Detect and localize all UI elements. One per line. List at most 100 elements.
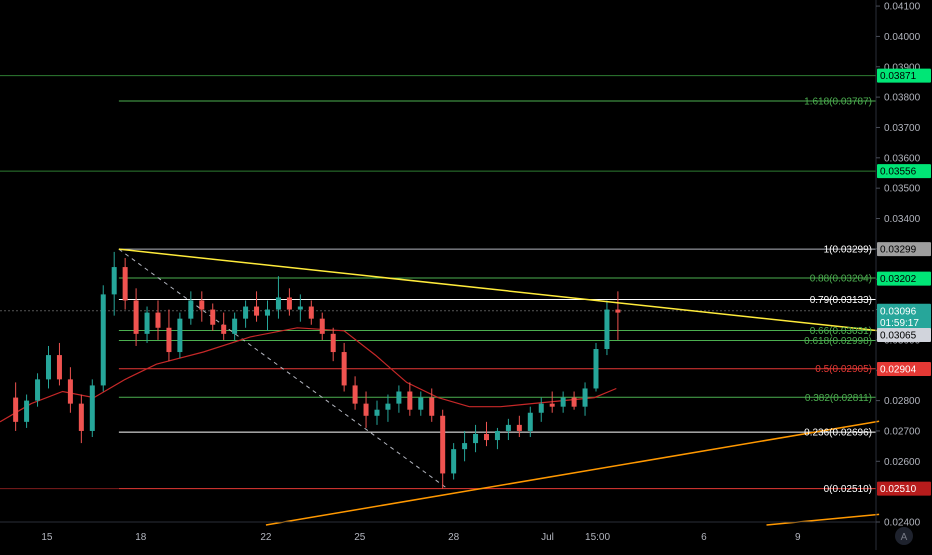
candle-body-1 <box>24 400 30 422</box>
candle-1 <box>24 394 30 428</box>
candle-13 <box>155 300 161 340</box>
candle-body-12 <box>144 312 150 334</box>
candle-45 <box>505 418 511 441</box>
candle-body-50 <box>560 397 566 407</box>
price-tag-bg-6 <box>877 328 931 343</box>
candle-19 <box>221 312 227 340</box>
trend-line-descending[interactable] <box>118 248 880 332</box>
x-tick-label-7: 6 <box>701 532 707 543</box>
candle-8 <box>100 285 106 392</box>
candle-body-10 <box>122 267 128 301</box>
candle-body-55 <box>615 309 621 313</box>
candle-32 <box>363 391 369 428</box>
candle-body-26 <box>297 306 303 310</box>
candle-body-15 <box>177 318 183 353</box>
price-tag-5: 01:59:17 <box>877 315 931 330</box>
candle-27 <box>308 300 314 325</box>
fib-anchor-line[interactable] <box>118 248 448 490</box>
candle-50 <box>560 391 566 413</box>
x-tick-label-3: 25 <box>354 532 366 543</box>
candle-34 <box>385 394 391 422</box>
y-tick-label-7: 0.03400 <box>884 214 921 225</box>
price-tag-bg-3 <box>877 271 931 286</box>
candle-40 <box>451 443 457 480</box>
price-tag-label-4: 0.03096 <box>880 306 917 317</box>
candle-body-44 <box>494 430 500 441</box>
x-tick-label-6: 15:00 <box>585 532 610 543</box>
price-tag-label-7: 0.02904 <box>880 365 917 376</box>
candle-body-28 <box>319 318 325 334</box>
price-tag-bg-5 <box>877 315 931 330</box>
fib-level-label-4: 0.66(0.03031) <box>810 326 872 337</box>
candle-18 <box>210 303 216 331</box>
fib-level-label-6: 0.5(0.02905) <box>815 364 872 375</box>
y-tick-label-15: 0.02600 <box>884 457 921 468</box>
candle-47 <box>527 406 533 438</box>
candle-body-22 <box>254 306 260 316</box>
fib-level-label-3: 0.79(0.03133) <box>810 295 872 306</box>
candle-0 <box>13 382 19 431</box>
candle-body-20 <box>232 318 238 334</box>
fib-level-label-0: 1.618(0.03787) <box>804 97 872 108</box>
candle-55 <box>615 291 621 340</box>
price-tag-label-2: 0.03299 <box>880 245 917 256</box>
fib-level-label-5: 0.618(0.02998) <box>804 336 872 347</box>
candle-28 <box>319 312 325 340</box>
candle-body-21 <box>243 306 249 319</box>
y-tick-label-6: 0.03500 <box>884 184 921 195</box>
candle-body-39 <box>440 415 446 474</box>
candle-37 <box>418 391 424 416</box>
candle-5 <box>67 367 73 413</box>
candle-6 <box>78 394 84 444</box>
fib-level-label-8: 0.236(0.02696) <box>804 428 872 439</box>
trend-line-ascending-2[interactable] <box>766 513 880 526</box>
candle-body-5 <box>67 379 73 404</box>
candle-body-16 <box>188 300 194 319</box>
candle-38 <box>429 388 435 422</box>
candle-46 <box>516 415 522 438</box>
y-tick-label-5: 0.03600 <box>884 153 921 164</box>
candle-body-38 <box>429 397 435 416</box>
candle-23 <box>264 300 270 331</box>
candle-body-45 <box>505 424 511 431</box>
x-tick-label-2: 22 <box>260 532 272 543</box>
x-tick-label-4: 28 <box>448 532 460 543</box>
candle-body-30 <box>341 352 347 386</box>
candle-body-8 <box>100 294 106 386</box>
fib-level-label-7: 0.382(0.02811) <box>805 393 872 404</box>
fib-level-label-9: 0(0.02510) <box>824 484 872 495</box>
x-tick-label-1: 18 <box>135 532 147 543</box>
candle-body-49 <box>549 403 555 407</box>
candle-body-0 <box>13 397 19 422</box>
candle-body-53 <box>593 349 599 389</box>
candle-body-40 <box>451 449 457 474</box>
price-tag-label-1: 0.03556 <box>880 167 917 178</box>
candle-43 <box>483 421 489 447</box>
candle-24 <box>275 276 281 319</box>
candle-body-23 <box>264 309 270 316</box>
candle-body-52 <box>582 388 588 407</box>
candle-4 <box>56 342 62 386</box>
x-tick-label-5: Jul <box>541 532 554 543</box>
trend-line-ascending-1[interactable] <box>265 420 880 526</box>
price-tag-1: 0.03556 <box>877 164 931 179</box>
price-tag-label-5: 01:59:17 <box>880 318 919 329</box>
candle-body-3 <box>45 355 51 380</box>
candle-15 <box>177 312 183 359</box>
candle-33 <box>374 400 380 425</box>
candle-body-43 <box>483 433 489 441</box>
candle-body-27 <box>308 306 314 319</box>
candle-54 <box>604 300 610 356</box>
y-tick-label-13: 0.02800 <box>884 396 921 407</box>
y-tick-label-4: 0.03700 <box>884 123 921 134</box>
candle-body-29 <box>330 333 336 353</box>
candle-body-9 <box>111 267 117 295</box>
candle-3 <box>45 345 51 389</box>
price-tag-label-0: 0.03871 <box>880 71 917 82</box>
price-tag-bg-8 <box>877 481 931 496</box>
watermark-badge <box>895 527 913 545</box>
candle-16 <box>188 291 194 325</box>
candle-body-37 <box>418 397 424 410</box>
